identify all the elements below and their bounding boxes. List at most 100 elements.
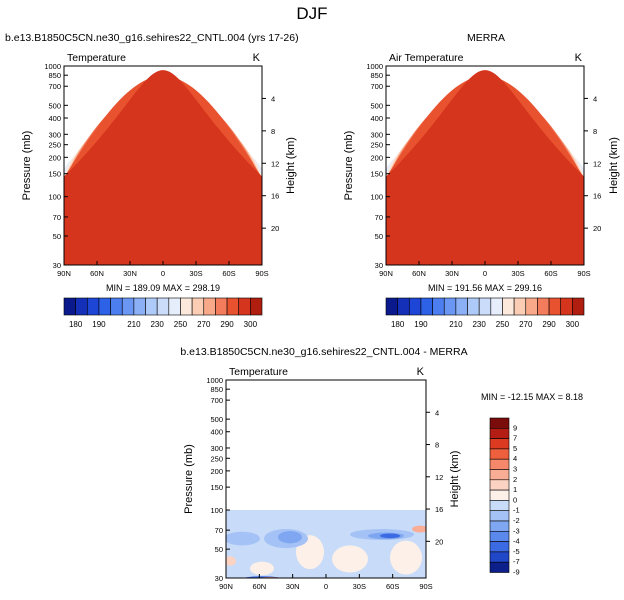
colorbar-label: -4 (513, 537, 520, 546)
y-tick-label: 1000 (206, 376, 223, 385)
panel-units: K (417, 366, 425, 378)
colorbar-label: 180 (69, 320, 83, 329)
colorbar-label: 0 (513, 495, 517, 504)
y-right-axis-label: Height (km) (608, 137, 620, 194)
x-tick-label: 0 (324, 582, 328, 591)
y-tick-label: 150 (48, 170, 61, 179)
colorbar-label: 230 (472, 320, 486, 329)
colorbar-cell (489, 438, 510, 450)
colorbar: 180 190 210 230 250 270 290 300 (63, 297, 263, 329)
panel-stats: MIN = 189.09 MAX = 298.19 (106, 283, 220, 293)
panel-stats: MIN = -12.15 MAX = 8.18 (481, 392, 583, 402)
y-tick-label: 150 (370, 170, 383, 179)
y-tick-label: 500 (210, 415, 223, 424)
y-right-tick-label: 4 (593, 94, 597, 103)
x-tick-label: 90N (379, 269, 393, 278)
y-tick-label: 70 (375, 213, 383, 222)
colorbar-cell (385, 297, 398, 316)
y-tick-label: 1000 (44, 62, 61, 71)
y-right-tick-label: 4 (271, 94, 275, 103)
colorbar-label: 230 (150, 320, 164, 329)
colorbar-label: 290 (220, 320, 234, 329)
y-tick-label: 150 (210, 483, 223, 492)
x-tick-label: 60N (90, 269, 104, 278)
y-tick-label: 400 (370, 114, 383, 123)
y-right-tick-label: 16 (593, 192, 601, 201)
y-tick-label: 70 (215, 526, 223, 535)
y-tick-label: 700 (48, 82, 61, 91)
y-right-tick-label: 12 (435, 473, 443, 482)
colorbar-cell (490, 297, 503, 316)
panel-0: Temperature K3050701001502002503004005007… (21, 52, 297, 278)
x-tick-label: 90S (419, 582, 432, 591)
colorbar-cell (489, 489, 510, 501)
diff-contour--2 (226, 531, 260, 546)
y-tick-label: 250 (210, 454, 223, 463)
diff-contour-0 (390, 540, 422, 575)
y-tick-label: 30 (215, 574, 223, 583)
colorbar-cell (489, 479, 510, 491)
colorbar-label: 270 (519, 320, 533, 329)
colorbar-label: -2 (513, 516, 520, 525)
diff-contour--5 (380, 533, 400, 539)
y-axis-label: Pressure (mb) (343, 131, 355, 201)
colorbar-cell (548, 297, 562, 316)
figure-title: DJF (296, 4, 327, 23)
colorbar-label: 190 (92, 320, 106, 329)
panel-title: MERRA (467, 32, 505, 44)
x-tick-label: 60S (222, 269, 235, 278)
y-tick-label: 50 (375, 232, 383, 241)
y-right-tick-label: 20 (271, 224, 279, 233)
colorbar-label: -1 (513, 506, 520, 515)
colorbar-cell (191, 297, 205, 316)
y-right-tick-label: 8 (435, 441, 439, 450)
plot-area (226, 510, 426, 578)
plot-area (386, 70, 584, 265)
y-tick-label: 100 (210, 506, 223, 515)
y-tick-label: 1000 (366, 62, 383, 71)
x-tick-label: 90N (219, 582, 233, 591)
colorbar-cell (489, 530, 510, 542)
y-tick-label: 500 (48, 101, 61, 110)
colorbar-label: 290 (542, 320, 556, 329)
y-tick-label: 850 (48, 71, 61, 80)
y-tick-label: 700 (370, 82, 383, 91)
colorbar-label: 250 (174, 320, 188, 329)
y-right-tick-label: 8 (271, 127, 275, 136)
y-tick-label: 400 (210, 428, 223, 437)
colorbar-cell (478, 297, 492, 316)
x-tick-label: 60S (544, 269, 557, 278)
y-tick-label: 200 (48, 153, 61, 162)
colorbar-label: 7 (513, 434, 517, 443)
diff-contour-0 (250, 561, 274, 576)
colorbar-cell (489, 551, 510, 563)
x-tick-label: 60N (412, 269, 426, 278)
diff-contour--3 (278, 531, 302, 544)
colorbar-cell (180, 297, 193, 316)
colorbar-cell (250, 297, 263, 316)
y-right-tick-label: 4 (435, 408, 439, 417)
panel-title: b.e13.B1850C5CN.ne30_g16.sehires22_CNTL.… (5, 32, 299, 44)
x-tick-label: 60S (386, 582, 399, 591)
colorbar-label: 2 (513, 475, 517, 484)
y-tick-label: 100 (48, 193, 61, 202)
panel-2: Temperature K3050701001502002503004005007… (183, 366, 461, 591)
y-tick-label: 250 (370, 141, 383, 150)
colorbar-label: -5 (513, 547, 520, 556)
colorbar-label: 4 (513, 454, 517, 463)
diff-contour-1 (226, 556, 236, 566)
colorbar-cell (226, 297, 240, 316)
colorbar-cell (156, 297, 170, 316)
colorbar-cell (489, 417, 510, 429)
y-tick-label: 200 (370, 153, 383, 162)
colorbar-cell (63, 297, 76, 316)
warm-contour-295 (64, 70, 262, 265)
colorbar-cell (168, 297, 181, 316)
y-tick-label: 400 (48, 114, 61, 123)
colorbar-cell (489, 500, 510, 511)
colorbar-label: 300 (566, 320, 580, 329)
plot-area (64, 70, 262, 265)
x-tick-label: 30N (123, 269, 137, 278)
